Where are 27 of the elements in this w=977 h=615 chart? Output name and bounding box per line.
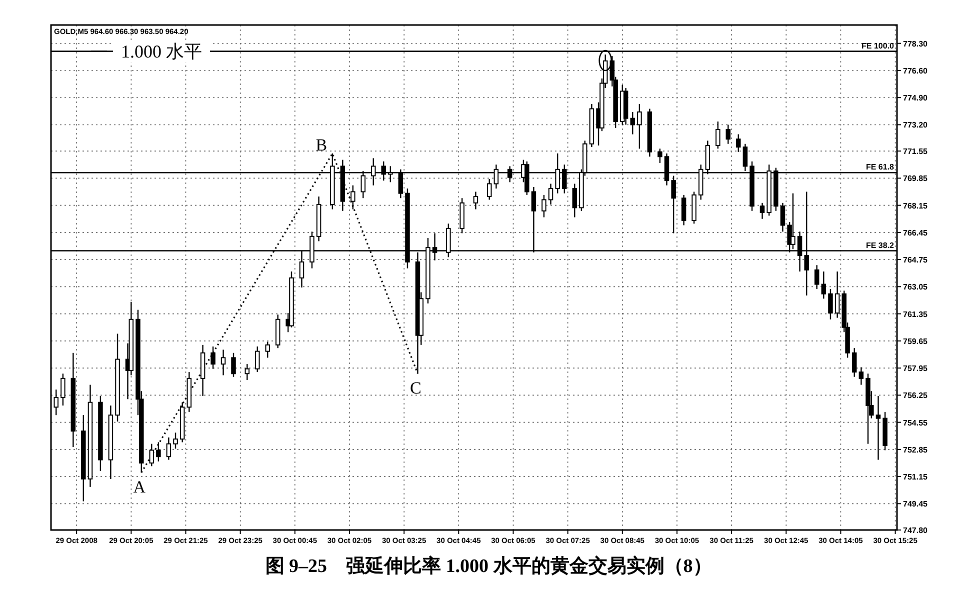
y-tick-label: 761.35 — [903, 310, 928, 319]
annotation: 1.000 水平 — [121, 41, 202, 62]
y-tick-label: 778.30 — [903, 39, 928, 48]
y-tick-label: 773.20 — [903, 120, 928, 130]
y-tick-label: 766.45 — [903, 228, 928, 238]
annotation: B — [316, 135, 328, 154]
y-tick-label: 751.15 — [903, 472, 928, 482]
y-tick-label: 754.55 — [903, 418, 928, 428]
y-tick-label: 749.45 — [903, 500, 928, 509]
y-tick-label: 776.60 — [903, 66, 928, 76]
y-tick-label: 768.15 — [903, 201, 928, 210]
ref-line-label: FE 38.2 — [866, 240, 895, 250]
y-tick-label: 771.55 — [903, 147, 928, 156]
y-tick-label: 747.80 — [903, 526, 928, 535]
y-tick-label: 763.05 — [903, 282, 928, 292]
text: 图 9–25 强延伸比率 1.000 水平的黄金交易实例（8） — [265, 555, 712, 577]
annotation: C — [410, 378, 422, 398]
y-tick-label: 764.75 — [903, 256, 928, 265]
y-tick-label: 774.90 — [903, 94, 928, 103]
y-tick-label: 759.65 — [903, 336, 928, 346]
y-tick-label: 752.85 — [903, 445, 928, 454]
ref-line-label: FE 61.8 — [866, 162, 895, 172]
y-tick-label: 757.95 — [903, 364, 928, 374]
y-tick-label: 756.25 — [903, 391, 928, 400]
ref-line-label: FE 100.0 — [862, 41, 895, 50]
y-tick-label: 769.85 — [903, 174, 928, 184]
annotation: A — [133, 478, 146, 497]
